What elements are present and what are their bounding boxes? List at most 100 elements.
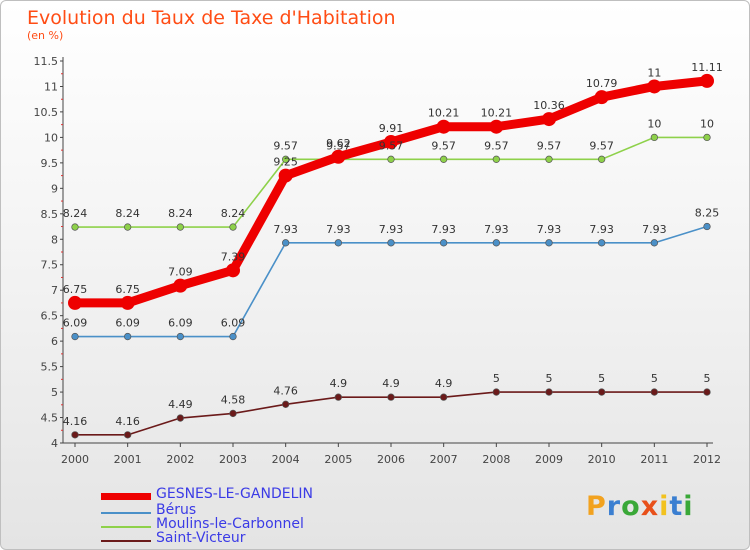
data-point	[489, 119, 504, 134]
data-label: 5	[651, 372, 658, 385]
data-point	[120, 295, 135, 310]
chart-title: Evolution du Taux de Taxe d'Habitation	[27, 7, 396, 29]
data-label: 10.21	[428, 107, 460, 120]
data-point	[492, 155, 500, 163]
data-point	[334, 239, 342, 247]
data-point	[436, 119, 451, 134]
y-tick-label: 6	[51, 335, 58, 348]
data-point	[650, 239, 658, 247]
data-label: 8.25	[695, 207, 720, 220]
data-point	[176, 414, 184, 422]
data-label: 7.93	[642, 223, 667, 236]
data-label: 7.93	[431, 223, 456, 236]
data-point	[492, 239, 500, 247]
data-point	[594, 90, 609, 105]
data-point	[384, 134, 398, 149]
x-tick-label: 2001	[114, 453, 142, 466]
data-point	[387, 239, 395, 247]
y-tick-label: 7.5	[41, 259, 59, 272]
y-tick-label: 11	[44, 80, 58, 93]
data-point	[71, 223, 79, 231]
data-label: 6.75	[63, 283, 88, 296]
data-label: 6.09	[168, 317, 193, 330]
data-label: 6.09	[115, 317, 140, 330]
data-point	[173, 278, 188, 293]
data-label: 9.57	[484, 139, 509, 152]
data-point	[282, 400, 290, 408]
x-tick-label: 2003	[219, 453, 247, 466]
data-label: 10.21	[481, 107, 513, 120]
data-point	[545, 388, 553, 396]
x-tick-label: 2006	[377, 453, 405, 466]
legend-swatch-moulins	[101, 526, 151, 528]
data-point	[282, 155, 290, 163]
data-label: 10	[700, 117, 714, 130]
data-label: 9.91	[379, 122, 404, 135]
data-label: 9.57	[273, 139, 298, 152]
data-point	[387, 393, 395, 401]
data-point	[545, 239, 553, 247]
data-label: 9.57	[431, 139, 456, 152]
data-label: 7.93	[379, 223, 404, 236]
data-point	[124, 223, 132, 231]
data-point	[229, 332, 237, 341]
x-tick-label: 2011	[640, 453, 668, 466]
x-tick-label: 2009	[535, 453, 563, 466]
x-tick-label: 2010	[588, 453, 616, 466]
x-tick-label: 2007	[430, 453, 458, 466]
data-point	[71, 332, 79, 341]
data-label: 9.57	[537, 139, 562, 152]
data-label: 11.11	[691, 61, 723, 74]
chart-subtitle: (en %)	[27, 29, 64, 42]
data-point	[278, 168, 293, 183]
data-label: 5	[598, 372, 605, 385]
data-label: 4.9	[435, 377, 453, 390]
data-label: 8.24	[221, 207, 246, 220]
data-point	[545, 155, 553, 163]
data-label: 6.09	[63, 317, 88, 330]
y-tick-label: 10	[44, 131, 58, 144]
data-point	[598, 388, 606, 396]
data-point	[542, 112, 556, 127]
legend-swatch-saint-victeur	[101, 540, 151, 542]
data-label: 4.49	[168, 398, 193, 411]
data-label: 9.62	[326, 137, 351, 150]
data-point	[387, 155, 395, 163]
data-label: 4.9	[382, 377, 400, 390]
data-point	[226, 263, 240, 278]
logo-letter: o	[621, 491, 641, 522]
data-point	[124, 431, 132, 439]
data-label: 4.16	[63, 415, 88, 428]
data-point	[598, 155, 606, 163]
logo-letter: i	[683, 491, 694, 522]
data-label: 7.93	[484, 223, 509, 236]
data-label: 7.93	[589, 223, 614, 236]
data-label: 7.93	[537, 223, 562, 236]
data-label: 7.93	[326, 223, 351, 236]
legend-label-saint-victeur: Saint-Victeur	[156, 530, 246, 546]
data-label: 7.39	[221, 250, 246, 263]
legend-label-gesnes: GESNES-LE-GANDELIN	[156, 486, 313, 502]
data-label: 10	[647, 117, 661, 130]
data-point	[71, 431, 79, 439]
data-label: 10.79	[586, 77, 618, 90]
y-tick-label: 8.5	[41, 208, 59, 221]
data-point	[703, 133, 711, 142]
data-label: 5	[704, 372, 711, 385]
y-tick-label: 10.5	[34, 106, 59, 119]
data-point	[440, 393, 448, 401]
data-point	[650, 388, 658, 396]
data-label: 6.75	[115, 283, 140, 296]
y-tick-label: 9	[51, 182, 58, 195]
x-tick-label: 2008	[482, 453, 510, 466]
y-tick-label: 4	[51, 437, 58, 450]
data-label: 8.24	[63, 207, 88, 220]
logo-letter: P	[586, 491, 607, 522]
data-point	[650, 133, 658, 142]
data-point	[440, 239, 448, 247]
data-point	[703, 222, 711, 231]
data-point	[492, 388, 500, 396]
legend-label-berus: Bérus	[156, 502, 197, 518]
data-label: 10.36	[533, 99, 565, 112]
